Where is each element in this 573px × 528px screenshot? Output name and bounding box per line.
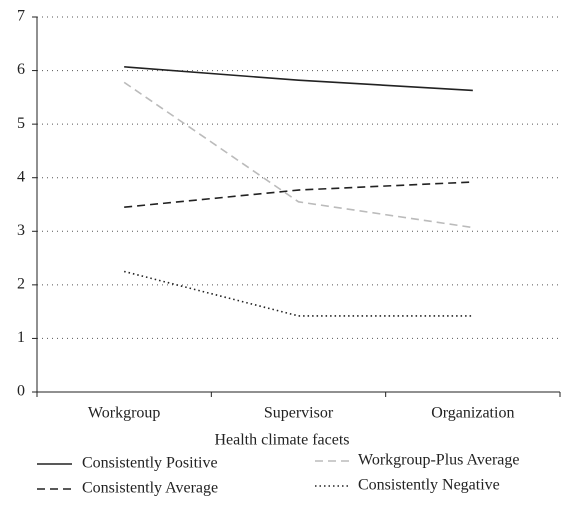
y-tick-label: 5 — [17, 115, 25, 132]
y-tick-label: 6 — [17, 61, 25, 78]
x-tick-label: Workgroup — [88, 405, 160, 422]
legend-label: Consistently Positive — [82, 455, 218, 472]
y-tick-label: 2 — [17, 276, 25, 293]
x-tick-label: Supervisor — [264, 405, 334, 422]
y-tick-label: 7 — [17, 8, 25, 25]
x-axis-label: Health climate facets — [214, 432, 349, 449]
legend-label: Consistently Negative — [358, 477, 500, 494]
y-tick-label: 4 — [17, 168, 25, 185]
series-line — [124, 66, 473, 92]
legend-label: Consistently Average — [82, 480, 218, 497]
legend-label: Workgroup-Plus Average — [358, 452, 520, 469]
y-tick-label: 1 — [17, 329, 25, 346]
series-line — [124, 181, 473, 208]
x-tick-label: Organization — [431, 405, 514, 422]
y-tick-label: 0 — [17, 383, 25, 400]
series-line — [123, 270, 473, 317]
series-line — [123, 81, 473, 229]
y-tick-label: 3 — [17, 222, 25, 239]
